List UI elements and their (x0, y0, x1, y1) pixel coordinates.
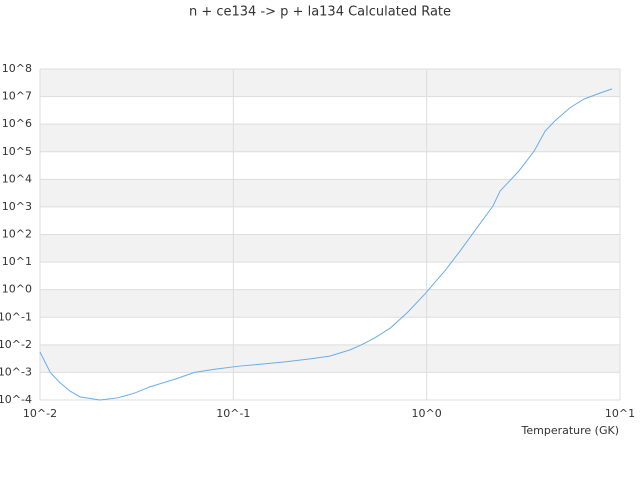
y-tick-label: 10^2 (2, 228, 32, 241)
y-tick-label: 10^-4 (0, 393, 32, 406)
data-line (39, 88, 613, 401)
y-tick-label: 10^5 (2, 145, 32, 158)
x-axis-label: Temperature (GK) (521, 424, 620, 437)
y-tick-label: 10^8 (2, 62, 32, 75)
y-tick-label: 10^-2 (0, 338, 32, 351)
grid-band (40, 289, 620, 318)
x-tick-label: 10^-1 (216, 407, 250, 420)
grid-band (40, 344, 620, 373)
grid-band (40, 234, 620, 263)
grid-band (40, 179, 620, 207)
y-tick-label: 10^0 (2, 283, 32, 296)
y-tick-label: 10^4 (2, 172, 32, 185)
y-tick-label: 10^-1 (0, 310, 32, 323)
y-tick-label: 10^-3 (0, 365, 32, 378)
x-tick-label: 10^0 (412, 407, 442, 420)
grid-band (40, 124, 620, 152)
x-tick-label: 10^-2 (23, 407, 57, 420)
y-tick-label: 10^7 (2, 90, 32, 103)
chart-title: n + ce134 -> p + la134 Calculated Rate (189, 5, 451, 20)
y-tick-label: 10^6 (2, 117, 32, 130)
y-tick-label: 10^1 (2, 255, 32, 268)
y-tick-label: 10^3 (2, 200, 32, 213)
x-tick-label: 10^1 (605, 407, 635, 420)
grid-band (40, 69, 620, 97)
